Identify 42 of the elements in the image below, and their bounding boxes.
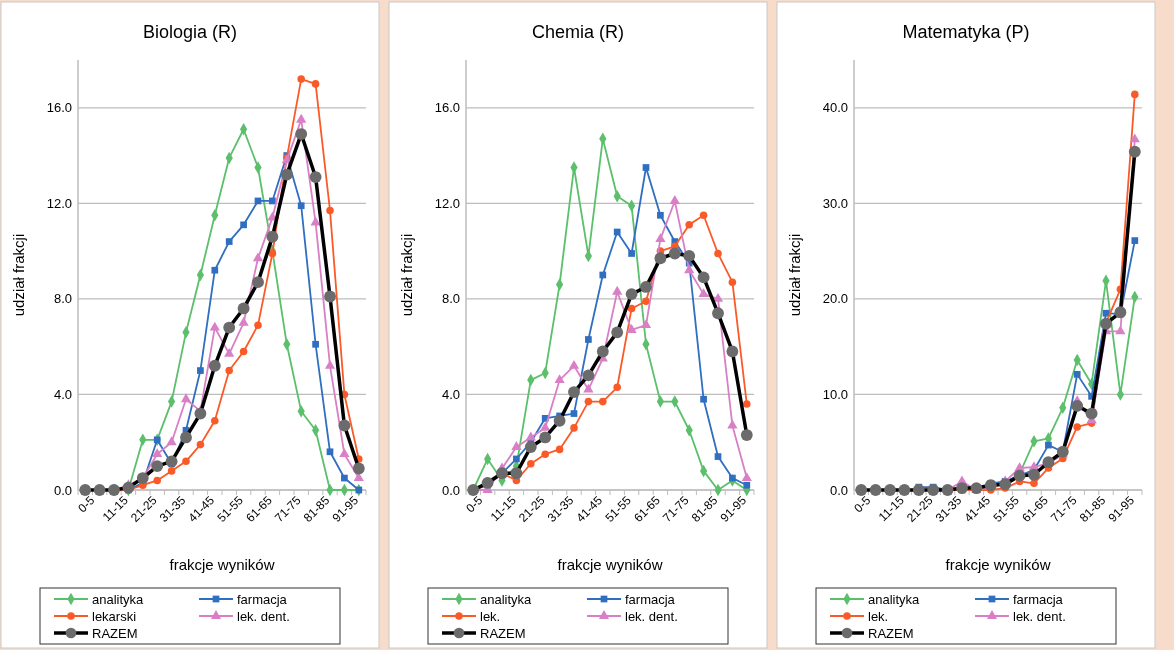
legend-label: lek. xyxy=(868,608,889,624)
y-axis-title: udział frakcji xyxy=(786,233,803,317)
y-tick-label: 8.0 xyxy=(441,291,460,307)
legend-label: analityka xyxy=(92,591,145,607)
y-tick-label: 0.0 xyxy=(441,482,460,498)
legend-label: farmacja xyxy=(625,591,676,607)
x-axis-title: frakcje wyników xyxy=(557,556,663,573)
x-axis-title: frakcje wyników xyxy=(169,556,275,573)
y-tick-label: 0.0 xyxy=(53,482,72,498)
y-tick-label: 20.0 xyxy=(822,291,848,307)
x-axis-title: frakcje wyników xyxy=(945,556,1051,573)
legend-label: lek. dent. xyxy=(237,608,290,624)
y-tick-label: 16.0 xyxy=(46,100,72,116)
legend-label: lek. xyxy=(480,608,501,624)
y-tick-label: 40.0 xyxy=(822,100,848,116)
legend-label: farmacja xyxy=(1013,591,1064,607)
y-tick-label: 8.0 xyxy=(53,291,72,307)
legend-label: RAZEM xyxy=(868,625,914,641)
y-tick-label: 30.0 xyxy=(822,195,848,211)
legend-label: analityka xyxy=(868,591,921,607)
legend-label: analityka xyxy=(480,591,533,607)
y-tick-label: 16.0 xyxy=(434,100,460,116)
chart-title: Chemia (R) xyxy=(531,22,625,42)
x-tick-label: 0-5 xyxy=(851,492,874,516)
legend-label: lekarski xyxy=(92,608,137,624)
y-axis-title: udział frakcji xyxy=(398,233,415,317)
x-tick-label: 0-5 xyxy=(75,492,98,516)
y-tick-label: 10.0 xyxy=(822,386,848,402)
y-tick-label: 4.0 xyxy=(53,386,72,402)
y-tick-label: 12.0 xyxy=(46,195,72,211)
y-tick-label: 0.0 xyxy=(829,482,848,498)
y-tick-label: 12.0 xyxy=(434,195,460,211)
legend-label: RAZEM xyxy=(92,625,138,641)
legend-label: lek. dent. xyxy=(1013,608,1066,624)
chart-title: Biologia (R) xyxy=(142,22,238,42)
chart-title: Matematyka (P) xyxy=(902,22,1030,42)
legend-label: farmacja xyxy=(237,591,288,607)
legend-label: lek. dent. xyxy=(625,608,678,624)
legend-label: RAZEM xyxy=(480,625,526,641)
x-tick-label: 0-5 xyxy=(463,492,486,516)
y-tick-label: 4.0 xyxy=(441,386,460,402)
y-axis-title: udział frakcji xyxy=(10,233,27,317)
